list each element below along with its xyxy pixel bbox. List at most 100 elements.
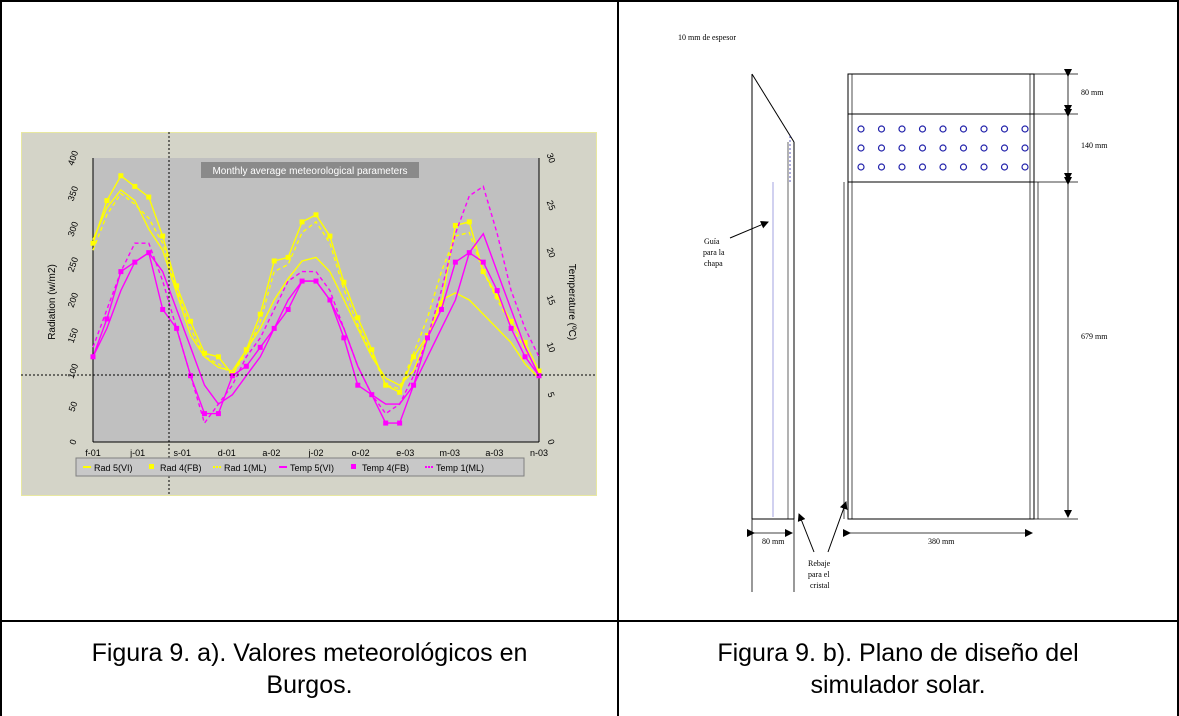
guide-label-2: para la (703, 248, 725, 257)
x-tick-label: s-01 (173, 448, 191, 458)
legend-label: Temp 4(FB) (362, 463, 409, 473)
hole (877, 163, 886, 171)
y-tick-label-right: 10 (545, 341, 558, 354)
hole (857, 125, 865, 133)
series-point-1 (160, 233, 166, 239)
chart-legend: Rad 5(VI) Rad 4(FB) Rad 1(ML) Temp 5(VI) Tem… (83, 463, 484, 473)
dim-679: 679 mm (1081, 332, 1108, 341)
y-tick-label-right: 15 (545, 294, 558, 307)
series-point-1 (327, 233, 333, 239)
table-border-top (0, 0, 1179, 2)
series-point-1 (341, 279, 347, 285)
x-tick-label: n-03 (530, 448, 548, 458)
y-tick-label-right: 5 (545, 391, 556, 399)
dim-380: 380 mm (928, 537, 955, 546)
y-tick-label: 400 (66, 149, 81, 167)
dim-140: 140 mm (1081, 141, 1108, 150)
y-tick-label: 50 (67, 400, 80, 413)
series-point-4 (202, 411, 207, 417)
series-point-4 (243, 363, 249, 369)
hole-grid (857, 125, 1029, 171)
x-tick-label: e-03 (396, 448, 414, 458)
dim-80-top: 80 mm (1081, 88, 1104, 97)
hole (939, 144, 947, 152)
series-point-4 (397, 420, 403, 426)
legend-box (75, 457, 525, 477)
hole (1000, 144, 1009, 152)
x-tick-label: a-02 (262, 448, 280, 458)
series-point-1 (146, 194, 152, 200)
hole (918, 125, 927, 133)
y-tick-label-right: 0 (545, 438, 556, 446)
table-border-left (0, 0, 2, 716)
hole (1021, 163, 1029, 171)
hole (980, 144, 988, 152)
meteorological-chart: Monthly average meteorological parameter… (20, 131, 598, 497)
series-point-1 (536, 368, 542, 374)
series-point-4 (508, 325, 514, 331)
hole (918, 144, 927, 152)
x-tick-label: j-01 (129, 448, 145, 458)
thickness-label: 10 mm de espesor (678, 33, 736, 42)
series-point-4 (229, 373, 235, 379)
caption-b-line1: Figura 9. b). Plano de diseño del (717, 639, 1079, 667)
series-point-4 (452, 259, 458, 265)
series-point-1 (508, 318, 514, 324)
caption-figure-b: Figura 9. b). Plano de diseño del simula… (619, 637, 1177, 701)
series-point-1 (118, 173, 124, 179)
series-point-4 (383, 420, 389, 426)
title-box (201, 162, 419, 178)
series-point-1 (383, 382, 389, 388)
series-point-4 (90, 354, 96, 360)
series-layer (90, 173, 542, 426)
series-point-4 (438, 306, 444, 312)
series-point-4 (146, 250, 152, 256)
series-point-1 (466, 219, 472, 225)
guide-label-1: Guía (704, 237, 720, 246)
y-tick-label: 350 (66, 185, 81, 203)
hole (959, 163, 968, 171)
series-point-1 (174, 283, 180, 289)
x-tick-label: j-02 (307, 448, 323, 458)
series-point-1 (369, 347, 375, 353)
series-point-1 (452, 222, 458, 228)
series-point-1 (132, 183, 138, 189)
series-point-4 (285, 306, 291, 312)
hole (959, 144, 968, 152)
series-line-0 (92, 189, 540, 387)
series-point-4 (480, 259, 486, 265)
series-point-4 (174, 325, 180, 331)
caption-figure-a: Figura 9. a). Valores meteorológicos en … (2, 637, 617, 701)
series-point-1 (202, 350, 207, 356)
y-tick-label: 250 (66, 256, 81, 274)
legend-label: Rad 1(ML) (224, 463, 267, 473)
hole (877, 125, 886, 133)
y-tick-label: 150 (66, 327, 81, 345)
rebaje-arrow-right (827, 501, 848, 553)
y-tick-label: 0 (67, 438, 78, 446)
series-point-1 (285, 254, 291, 260)
y-tick-label: 300 (66, 220, 81, 238)
series-line-2 (92, 192, 540, 390)
chart-title: Monthly average meteorological parameter… (212, 166, 407, 177)
hole (1000, 163, 1009, 171)
legend-swatch (149, 464, 154, 469)
series-point-4 (522, 354, 528, 360)
hole (980, 125, 988, 133)
series-point-4 (494, 288, 500, 294)
caption-b-line2: simulador solar. (810, 671, 986, 699)
series-point-1 (299, 219, 305, 225)
series-point-4 (327, 297, 333, 303)
plan-svg: 10 mm de espesor 80 mm Guía para la chap… (678, 33, 1108, 592)
plot-area (93, 158, 539, 442)
series-point-4 (313, 278, 319, 284)
series-point-1 (90, 240, 96, 246)
guide-arrow (729, 221, 769, 239)
series-point-4 (466, 250, 472, 256)
y-tick-label-right: 20 (545, 246, 558, 259)
table-border-middle (617, 0, 619, 716)
hole (1000, 125, 1009, 133)
series-point-4 (160, 306, 166, 312)
series-point-4 (411, 382, 417, 388)
series-point-4 (257, 344, 263, 350)
